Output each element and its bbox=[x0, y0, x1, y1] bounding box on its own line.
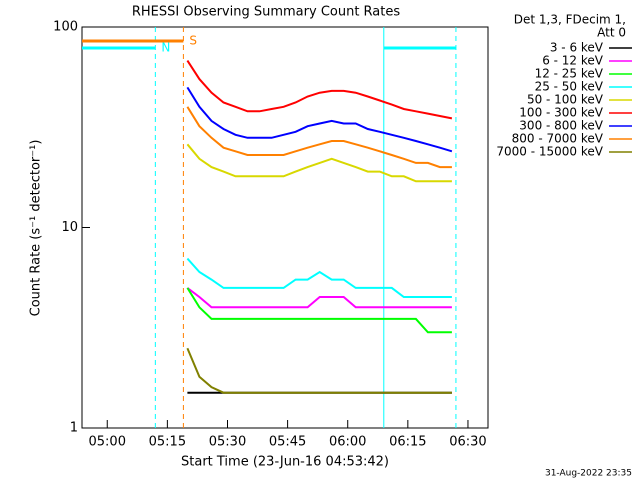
x-tick-label: 05:15 bbox=[149, 435, 186, 450]
legend-label: 3 - 6 keV bbox=[550, 41, 604, 55]
series-line bbox=[186, 60, 453, 120]
series-line bbox=[186, 287, 452, 309]
footer: 31-Aug-2022 23:35 bbox=[545, 469, 632, 479]
chart-title: RHESSI Observing Summary Count Rates bbox=[132, 5, 401, 20]
interval-label: S bbox=[189, 34, 197, 48]
y-axis-label: Count Rate (s⁻¹ detector⁻¹) bbox=[29, 140, 44, 317]
x-tick-label: 05:30 bbox=[209, 435, 246, 450]
legend-title: Det 1,3, FDecim 1, bbox=[514, 13, 626, 27]
x-axis-label: Start Time (23-Jun-16 04:53:42) bbox=[181, 455, 389, 470]
legend-label: 300 - 800 keV bbox=[519, 119, 603, 133]
x-tick-label: 06:00 bbox=[329, 435, 366, 450]
plot-frame bbox=[81, 26, 489, 429]
legend-title: Att 0 bbox=[597, 26, 626, 40]
series-line bbox=[186, 257, 452, 298]
series-line bbox=[186, 86, 453, 153]
series-line bbox=[186, 143, 452, 183]
legend-label: 6 - 12 keV bbox=[542, 54, 604, 68]
legend-label: 50 - 100 keV bbox=[527, 93, 604, 107]
legend-label: 800 - 7000 keV bbox=[512, 132, 604, 146]
legend-label: 7000 - 15000 keV bbox=[496, 145, 603, 159]
x-tick-label: 05:45 bbox=[269, 435, 306, 450]
interval-label: N bbox=[161, 41, 170, 55]
x-tick-label: 06:15 bbox=[389, 435, 426, 450]
legend-label: 25 - 50 keV bbox=[535, 80, 604, 94]
series-line bbox=[186, 106, 452, 169]
legend-label: 12 - 25 keV bbox=[535, 67, 604, 81]
legend-label: 100 - 300 keV bbox=[519, 106, 603, 120]
y-tick-label: 100 bbox=[53, 20, 78, 35]
y-tick-label: 10 bbox=[61, 220, 78, 235]
series-line bbox=[186, 347, 452, 394]
x-tick-label: 06:30 bbox=[449, 435, 486, 450]
x-tick-label: 05:00 bbox=[89, 435, 126, 450]
y-tick-label: 1 bbox=[70, 421, 78, 436]
series-line bbox=[186, 287, 452, 334]
